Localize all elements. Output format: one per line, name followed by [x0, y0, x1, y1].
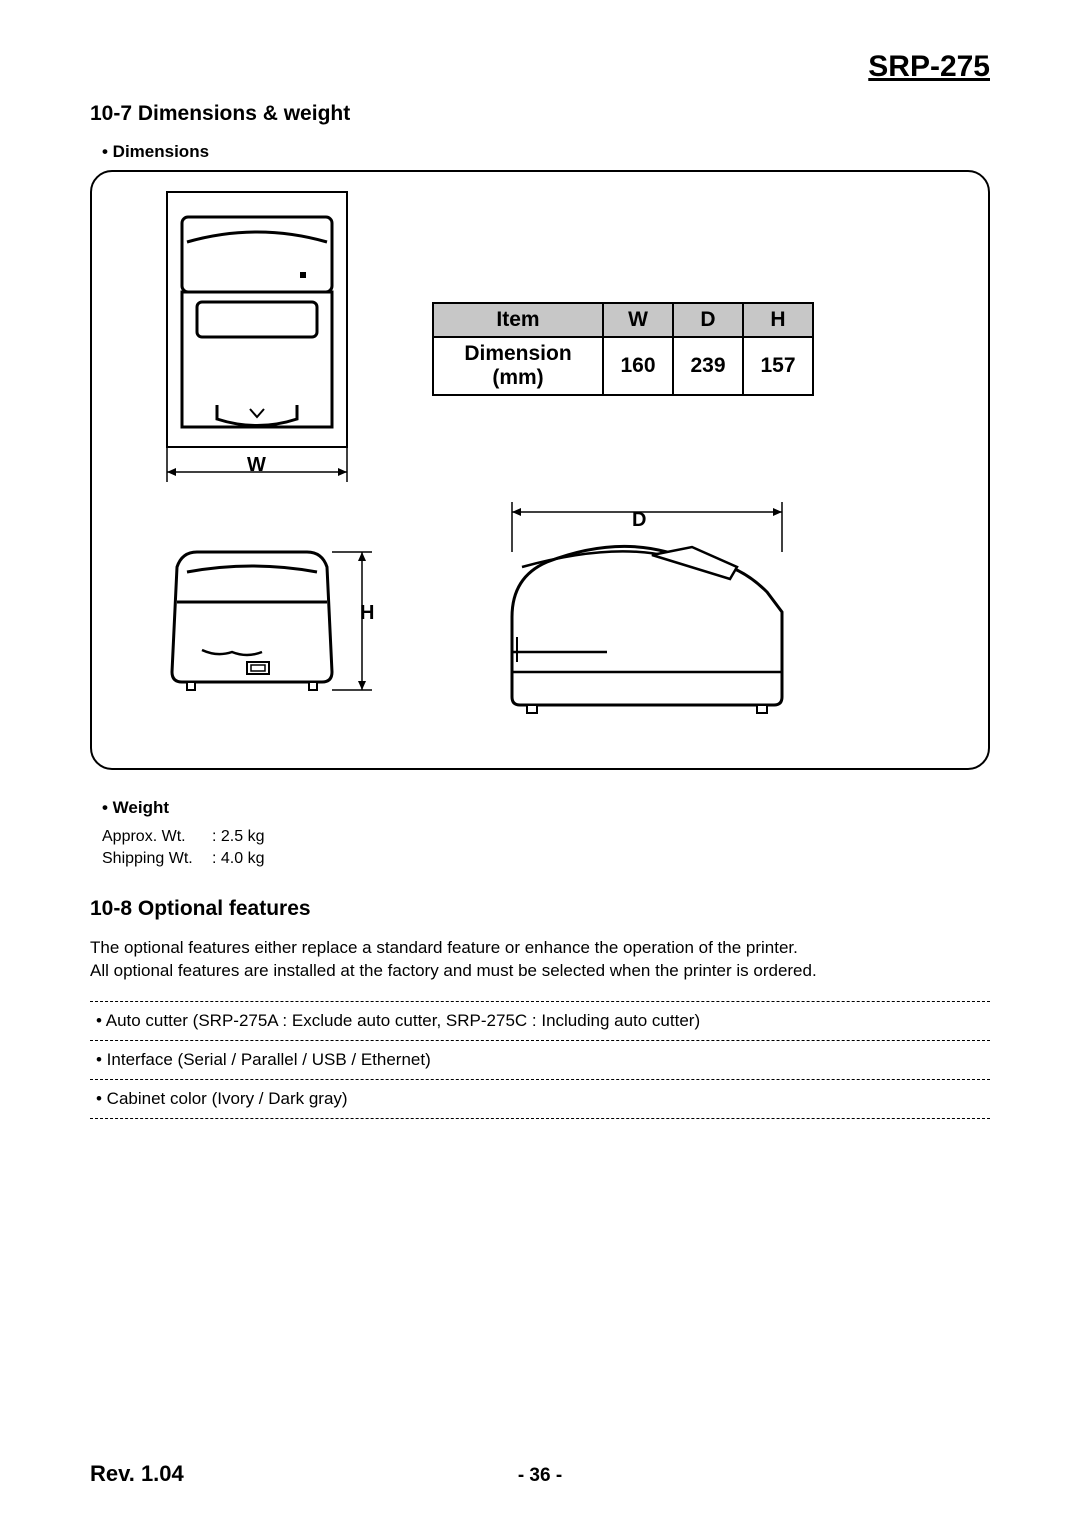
- th-item: Item: [433, 303, 603, 337]
- dash-divider: [90, 1118, 990, 1119]
- val-h: 157: [743, 337, 813, 395]
- weight-row: Shipping Wt. : 4.0 kg: [102, 848, 990, 870]
- page-footer: Rev. 1.04 - 36 - Rev. 1.04: [90, 1461, 990, 1487]
- th-w: W: [603, 303, 673, 337]
- optional-item: • Interface (Serial / Parallel / USB / E…: [90, 1047, 990, 1073]
- printer-side-view: [492, 497, 802, 742]
- weight-block: Approx. Wt. : 2.5 kg Shipping Wt. : 4.0 …: [102, 826, 990, 869]
- dimensions-table: Item W D H Dimension (mm) 160 239 157: [432, 302, 814, 396]
- weight-label: Shipping Wt.: [102, 848, 212, 870]
- th-h: H: [743, 303, 813, 337]
- axis-label-w: W: [247, 454, 266, 477]
- printer-front-view: [147, 532, 387, 742]
- printer-top-view: [162, 187, 352, 487]
- dash-divider: [90, 1040, 990, 1041]
- intro-line-2: All optional features are installed at t…: [90, 961, 817, 980]
- weight-label: Approx. Wt.: [102, 826, 212, 848]
- weight-subheading: • Weight: [102, 798, 990, 818]
- weight-row: Approx. Wt. : 2.5 kg: [102, 826, 990, 848]
- page-number: - 36 -: [518, 1465, 562, 1487]
- section-10-7-heading: 10-7 Dimensions & weight: [90, 102, 990, 126]
- val-w: 160: [603, 337, 673, 395]
- optional-intro: The optional features either replace a s…: [90, 937, 990, 983]
- dash-divider: [90, 1079, 990, 1080]
- axis-label-h: H: [360, 602, 374, 625]
- weight-value: : 4.0 kg: [212, 848, 264, 870]
- optional-item: • Auto cutter (SRP-275A : Exclude auto c…: [90, 1008, 990, 1034]
- val-d: 239: [673, 337, 743, 395]
- revision-label: Rev. 1.04: [90, 1461, 184, 1487]
- axis-label-d: D: [632, 509, 646, 532]
- row-label: Dimension (mm): [433, 337, 603, 395]
- intro-line-1: The optional features either replace a s…: [90, 938, 798, 957]
- dimensions-subheading: • Dimensions: [102, 142, 990, 162]
- dimensions-diagram-box: Item W D H Dimension (mm) 160 239 157 W …: [90, 170, 990, 770]
- section-10-8-heading: 10-8 Optional features: [90, 897, 990, 921]
- weight-value: : 2.5 kg: [212, 826, 264, 848]
- th-d: D: [673, 303, 743, 337]
- page: SRP-275 10-7 Dimensions & weight • Dimen…: [0, 0, 1080, 1527]
- dash-divider: [90, 1001, 990, 1002]
- optional-item: • Cabinet color (Ivory / Dark gray): [90, 1086, 990, 1112]
- model-header: SRP-275: [90, 50, 990, 84]
